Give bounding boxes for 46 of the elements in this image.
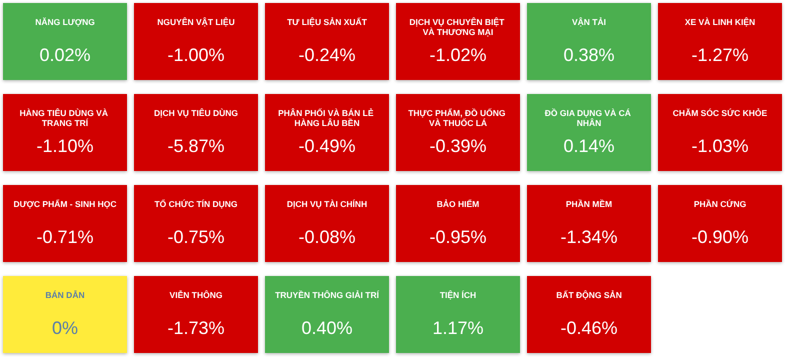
data-label: -0.75% [167,227,225,247]
category-label: PHẦN CỨNG [694,199,747,209]
data-label: -1.27% [691,45,749,65]
data-label: -0.24% [298,45,356,65]
category-label: VẬN TẢI [572,17,606,27]
category-label: DỊCH VỤ TÀI CHÍNH [286,199,368,209]
data-label: -0.49% [298,136,356,156]
data-label: 0% [52,318,78,338]
data-label: -0.90% [691,227,749,247]
category-label: PHẦN MỀM [566,199,612,209]
category-label: TIỆN ÍCH [440,290,476,300]
data-label: -0.39% [429,136,487,156]
category-label: BÁN DẪN [45,290,85,300]
category-label: TỔ CHỨC TÍN DỤNG [154,199,238,209]
data-label: -1.02% [429,45,487,65]
category-label: CHĂM SÓC SỨC KHỎE [672,108,768,118]
category-label: TRUYỀN THÔNG GIẢI TRÍ [275,290,380,300]
data-label: -1.00% [167,45,225,65]
data-label: -5.87% [167,136,225,156]
category-label: VIỄN THÔNG [170,290,223,300]
category-label: ĐỒ GIA DỤNG VÀ CÁ NHÂN [544,108,634,128]
category-label: HÀNG TIÊU DÙNG VÀ TRANG TRÍ [20,108,110,128]
data-label: -0.08% [298,227,356,247]
category-label: NĂNG LƯỢNG [35,17,96,27]
data-label: 0.02% [39,45,91,65]
category-label: NGUYÊN VẬT LIỆU [157,17,235,27]
category-label: DƯỢC PHẨM - SINH HỌC [13,199,117,209]
data-label: -1.10% [36,136,94,156]
data-label: 0.40% [301,318,353,338]
data-label: -0.95% [429,227,487,247]
data-label: -1.03% [691,136,749,156]
data-label: -0.71% [36,227,94,247]
category-label: DỊCH VỤ TIÊU DÙNG [154,108,238,118]
data-label: -1.73% [167,318,225,338]
category-label: THỰC PHẨM, ĐỒ UỐNG VÀ THUỐC LÁ [408,108,508,128]
category-label: XE VÀ LINH KIỆN [684,17,756,27]
data-label: -0.46% [560,318,618,338]
data-label: 0.14% [563,136,615,156]
category-label: DỊCH VỤ CHUYÊN BIỆT VÀ THƯƠNG MẠI [409,17,507,37]
category-label: TƯ LIỆU SẢN XUẤT [287,17,368,27]
category-label: PHÂN PHỐI VÀ BÁN LẺ HÀNG LÂU BỀN [278,108,376,128]
category-label: BẤT ĐỘNG SẢN [556,290,622,300]
category-label: BẢO HIỂM [436,199,480,209]
data-label: 1.17% [432,318,484,338]
data-label: 0.38% [563,45,615,65]
data-label: -1.34% [560,227,618,247]
